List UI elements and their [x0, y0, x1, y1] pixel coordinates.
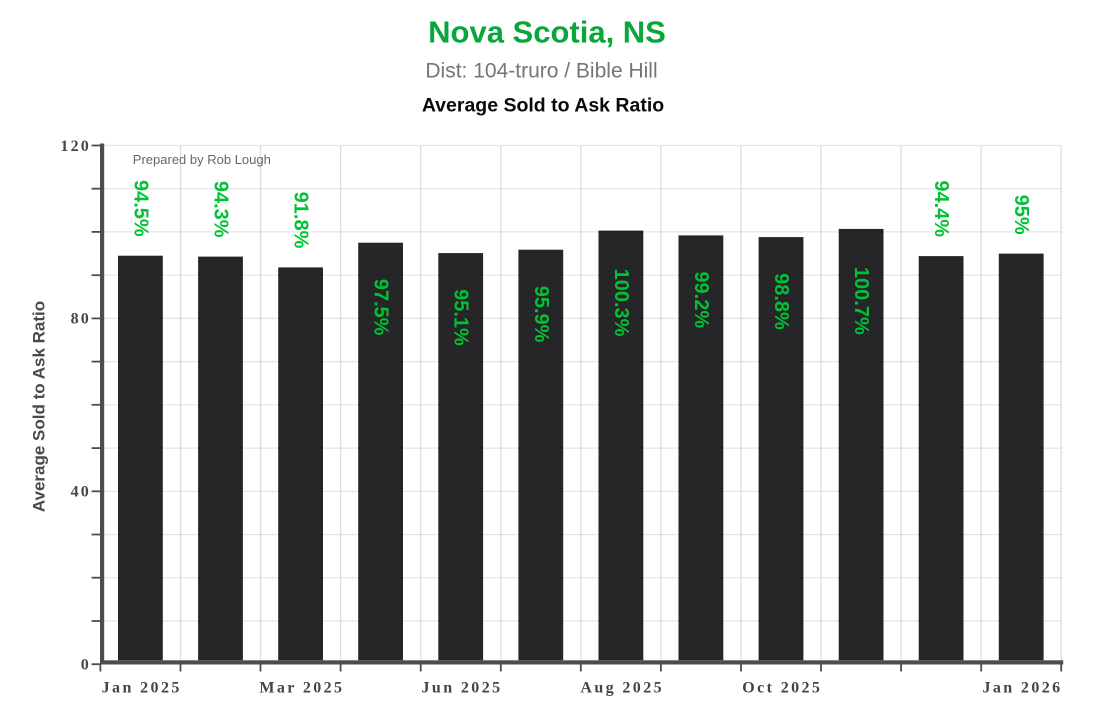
svg-text:0: 0 [81, 657, 91, 674]
svg-text:95%: 95% [1010, 195, 1032, 235]
svg-text:94.5%: 94.5% [129, 180, 151, 237]
svg-text:80: 80 [71, 311, 91, 328]
svg-text:Oct 2025: Oct 2025 [742, 680, 822, 697]
svg-text:95.9%: 95.9% [530, 286, 552, 343]
svg-text:91.8%: 91.8% [290, 192, 312, 249]
svg-text:Average Sold to Ask Ratio: Average Sold to Ask Ratio [30, 301, 49, 512]
svg-text:40: 40 [71, 484, 91, 501]
svg-text:100.3%: 100.3% [610, 269, 632, 337]
svg-text:120: 120 [60, 138, 91, 155]
svg-text:94.4%: 94.4% [930, 180, 952, 237]
svg-text:Mar 2025: Mar 2025 [259, 680, 344, 697]
svg-text:Jan 2026: Jan 2026 [982, 680, 1062, 697]
svg-text:98.8%: 98.8% [770, 273, 792, 330]
svg-text:94.3%: 94.3% [210, 181, 232, 238]
svg-text:Jun 2025: Jun 2025 [422, 680, 503, 697]
svg-text:Prepared by Rob Lough: Prepared by Rob Lough [133, 152, 271, 167]
svg-text:Dist: 104-truro / Bible Hill: Dist: 104-truro / Bible Hill [425, 60, 657, 83]
svg-text:97.5%: 97.5% [370, 279, 392, 336]
svg-text:99.2%: 99.2% [690, 271, 712, 328]
svg-text:Aug 2025: Aug 2025 [580, 680, 664, 697]
svg-text:Nova Scotia, NS: Nova Scotia, NS [428, 15, 666, 50]
svg-text:Jan 2025: Jan 2025 [102, 680, 182, 697]
svg-text:Average Sold to Ask Ratio: Average Sold to Ask Ratio [422, 94, 664, 116]
svg-text:100.7%: 100.7% [850, 267, 872, 335]
svg-text:95.1%: 95.1% [450, 289, 472, 346]
